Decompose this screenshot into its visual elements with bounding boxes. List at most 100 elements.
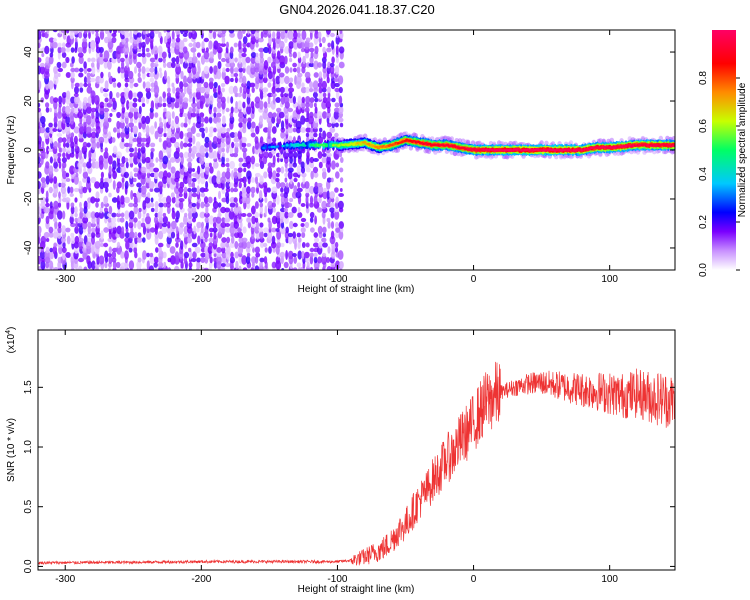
spectrogram-x-tick-label: 0 <box>471 274 477 285</box>
spectrogram-cell <box>212 150 218 160</box>
spectrogram-cell <box>133 173 138 177</box>
snr-y-ticks: 0.00.51.01.5 <box>23 380 675 573</box>
spectrogram-ridge-cell <box>300 143 304 147</box>
spectrogram-cell <box>65 90 71 100</box>
spectrogram-cell <box>191 181 196 189</box>
spectrogram-cell <box>86 30 91 33</box>
spectrogram-cell <box>46 145 50 155</box>
spectrogram-y-tick-label: 0 <box>23 147 34 153</box>
spectrogram-cell <box>95 191 100 199</box>
spectrogram-cell <box>187 56 194 64</box>
spectrogram-cell <box>137 91 143 99</box>
spectrogram-cell <box>211 175 218 185</box>
spectrogram-cell <box>226 128 231 132</box>
spectrogram-cell <box>142 200 147 210</box>
spectrogram-cell <box>268 220 272 230</box>
spectrogram-cell <box>258 227 264 233</box>
spectrogram-cell <box>38 80 42 90</box>
snr-x-tick-label: 100 <box>601 574 618 585</box>
spectrogram-cell <box>153 216 159 224</box>
spectrogram-cell <box>327 61 331 69</box>
spectrogram-cell <box>158 202 164 208</box>
spectrogram-cell <box>154 80 158 90</box>
spectrogram-cell <box>175 55 180 65</box>
spectrogram-cell <box>107 40 114 50</box>
spectrogram-cell <box>69 215 74 225</box>
spectrogram-cell <box>246 105 252 115</box>
spectrogram-cell <box>205 205 209 215</box>
spectrogram-cell <box>128 260 135 270</box>
spectrogram-cell <box>192 106 196 114</box>
spectrogram-cell <box>231 170 234 180</box>
spectrogram-cell <box>319 127 323 133</box>
spectrogram-cell <box>318 196 322 204</box>
spectrogram-cell <box>309 111 314 119</box>
spectrogram-cell <box>276 110 281 120</box>
spectrogram-cell <box>162 97 167 103</box>
spectrogram-cell <box>288 87 295 93</box>
spectrogram-cell <box>187 127 193 133</box>
spectrogram-cell <box>170 136 177 144</box>
spectrogram-cell <box>74 226 79 234</box>
spectrogram-cell <box>246 212 252 218</box>
spectrogram-x-tick-label: -100 <box>327 274 347 285</box>
spectrogram-cell <box>129 241 134 249</box>
spectrogram-cell <box>140 146 146 154</box>
spectrogram-cell <box>184 116 188 124</box>
spectrogram-cell <box>213 196 217 204</box>
spectrogram-cell <box>141 52 146 58</box>
spectrogram-cell <box>162 216 168 224</box>
spectrogram-cell <box>330 230 335 240</box>
spectrogram-cell <box>313 60 319 70</box>
spectrogram-cell <box>119 162 125 168</box>
spectrogram-cell <box>213 127 217 133</box>
spectrogram-cell <box>309 87 314 93</box>
spectrogram-cell <box>337 250 344 260</box>
spectrogram-cell <box>208 140 212 150</box>
spectrogram-cell <box>171 196 176 204</box>
spectrogram-cell <box>158 132 163 138</box>
spectrogram-cell <box>38 255 41 265</box>
spectrogram-cell <box>187 187 192 193</box>
spectrogram-cell <box>171 111 175 119</box>
spectrogram-cell <box>158 171 165 179</box>
spectrogram-cell <box>250 52 257 58</box>
spectrogram-cell <box>308 62 315 68</box>
spectrogram-cell <box>245 255 251 265</box>
spectrogram-cell <box>259 51 264 59</box>
spectrogram-cell <box>167 267 171 270</box>
spectrogram-cell <box>103 227 109 233</box>
spectrogram-cell <box>322 170 327 180</box>
spectrogram-cell <box>90 90 96 100</box>
spectrogram-cell <box>83 76 88 84</box>
spectrogram-cell <box>146 52 151 58</box>
spectrogram-cell <box>52 37 57 43</box>
spectrogram-cell <box>204 162 211 168</box>
spectrogram-cell <box>284 55 288 65</box>
spectrogram-cell <box>87 221 92 229</box>
spectrogram-cell <box>103 50 110 60</box>
spectrogram-cell <box>329 65 335 75</box>
spectrogram-cell <box>335 171 340 179</box>
spectrogram-cell <box>169 157 176 163</box>
spectrogram-cell <box>149 30 155 33</box>
spectrogram-cell <box>254 265 260 270</box>
spectrogram-cell <box>304 221 310 229</box>
spectrogram-cell <box>207 196 213 204</box>
spectrogram-cell <box>209 95 214 105</box>
spectrogram-cell <box>199 112 205 118</box>
spectrogram-cell <box>246 241 251 249</box>
snr-x-tick-label: -300 <box>55 574 75 585</box>
spectrogram-cell <box>74 197 78 203</box>
spectrogram-cell <box>200 226 204 234</box>
spectrogram-cell <box>54 221 58 229</box>
spectrogram-cell <box>288 41 294 49</box>
spectrogram-cell <box>199 86 206 94</box>
spectrogram-cell <box>70 205 75 215</box>
spectrogram-cell <box>309 156 314 164</box>
spectrogram-cell <box>213 40 219 50</box>
spectrogram-cell <box>40 30 46 34</box>
spectrogram-cell <box>121 177 125 183</box>
spectrogram-cell <box>180 261 184 269</box>
spectrogram-cell <box>171 207 175 213</box>
